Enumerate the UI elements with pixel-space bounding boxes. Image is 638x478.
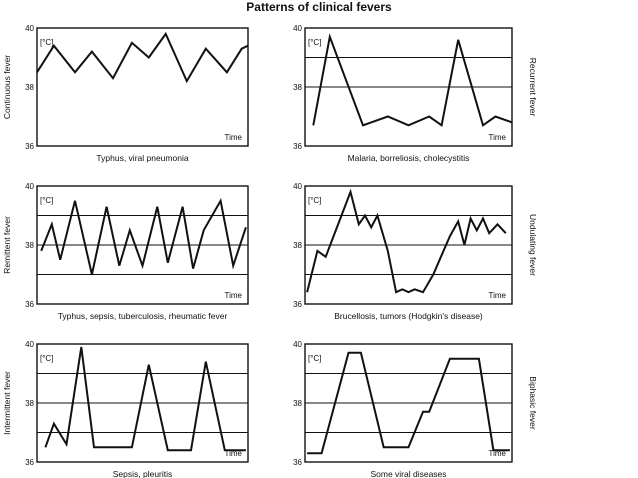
temperature-line [44, 346, 246, 452]
x-axis-label: Time [489, 291, 507, 300]
unit-label: [°C] [40, 196, 53, 205]
panel-caption: Malaria, borreliosis, cholecystitis [348, 153, 470, 163]
fever-type-label: Biphasic fever [528, 376, 538, 430]
x-axis-label: Time [225, 291, 243, 300]
panel-caption: Typhus, sepsis, tuberculosis, rheumatic … [58, 311, 228, 321]
panel-caption: Typhus, viral pneumonia [96, 153, 188, 163]
temperature-line [306, 188, 507, 294]
y-tick-label: 38 [293, 83, 302, 92]
temperature-line [312, 33, 513, 128]
y-tick-label: 40 [25, 340, 34, 349]
unit-label: [°C] [40, 38, 53, 47]
fever-panel-6: 36 38 40 [°C] Time Some viral diseases Biphasi… [293, 340, 538, 478]
y-tick-label: 38 [25, 241, 34, 250]
temperature-line [307, 351, 510, 455]
y-tick-label: 36 [25, 300, 34, 309]
unit-label: [°C] [40, 354, 53, 363]
x-axis-label: Time [225, 133, 243, 142]
fever-panel-3: 36 38 40 [°C] Time Typhus, sepsis, tuberculos… [2, 182, 249, 321]
panel-frame [36, 27, 249, 147]
temperature-line [36, 31, 249, 84]
y-tick-label: 38 [25, 83, 34, 92]
temperature-line [40, 197, 247, 275]
y-tick-label: 40 [293, 24, 302, 33]
fever-type-label: Remittent fever [2, 216, 12, 274]
x-axis-label: Time [225, 449, 243, 458]
unit-label: [°C] [308, 38, 321, 47]
fever-panel-5: 36 38 40 [°C] Time Sepsis, pleuritis Intermitt… [2, 340, 249, 478]
fever-panel-2: 36 38 40 [°C] Time Malaria, borreliosis, chol… [293, 24, 538, 163]
y-tick-label: 38 [25, 399, 34, 408]
panel-caption: Brucellosis, tumors (Hodgkin's disease) [334, 311, 483, 321]
fever-type-label: Intermittent fever [2, 371, 12, 435]
fever-type-label: Undulating fever [528, 214, 538, 276]
x-axis-label: Time [489, 133, 507, 142]
fever-type-label: Continuous fever [2, 55, 12, 119]
figure-title: Patterns of clinical fevers [246, 0, 392, 14]
y-tick-label: 40 [293, 340, 302, 349]
fever-type-label: Recurrent fever [528, 58, 538, 117]
y-tick-label: 36 [293, 142, 302, 151]
unit-label: [°C] [308, 354, 321, 363]
y-tick-label: 40 [293, 182, 302, 191]
y-tick-label: 38 [293, 241, 302, 250]
fever-panel-1: 36 38 40 [°C] Time Typhus, viral pneumonia Con… [2, 24, 249, 163]
y-tick-label: 36 [293, 300, 302, 309]
y-tick-label: 38 [293, 399, 302, 408]
y-tick-label: 36 [25, 458, 34, 467]
fever-panel-4: 36 38 40 [°C] Time Brucellosis, tumors (Hodgk… [293, 182, 538, 321]
unit-label: [°C] [308, 196, 321, 205]
y-tick-label: 36 [293, 458, 302, 467]
y-tick-label: 40 [25, 24, 34, 33]
panel-caption: Sepsis, pleuritis [113, 469, 173, 478]
x-axis-label: Time [489, 449, 507, 458]
y-tick-label: 36 [25, 142, 34, 151]
y-tick-label: 40 [25, 182, 34, 191]
panel-caption: Some viral diseases [370, 469, 446, 478]
